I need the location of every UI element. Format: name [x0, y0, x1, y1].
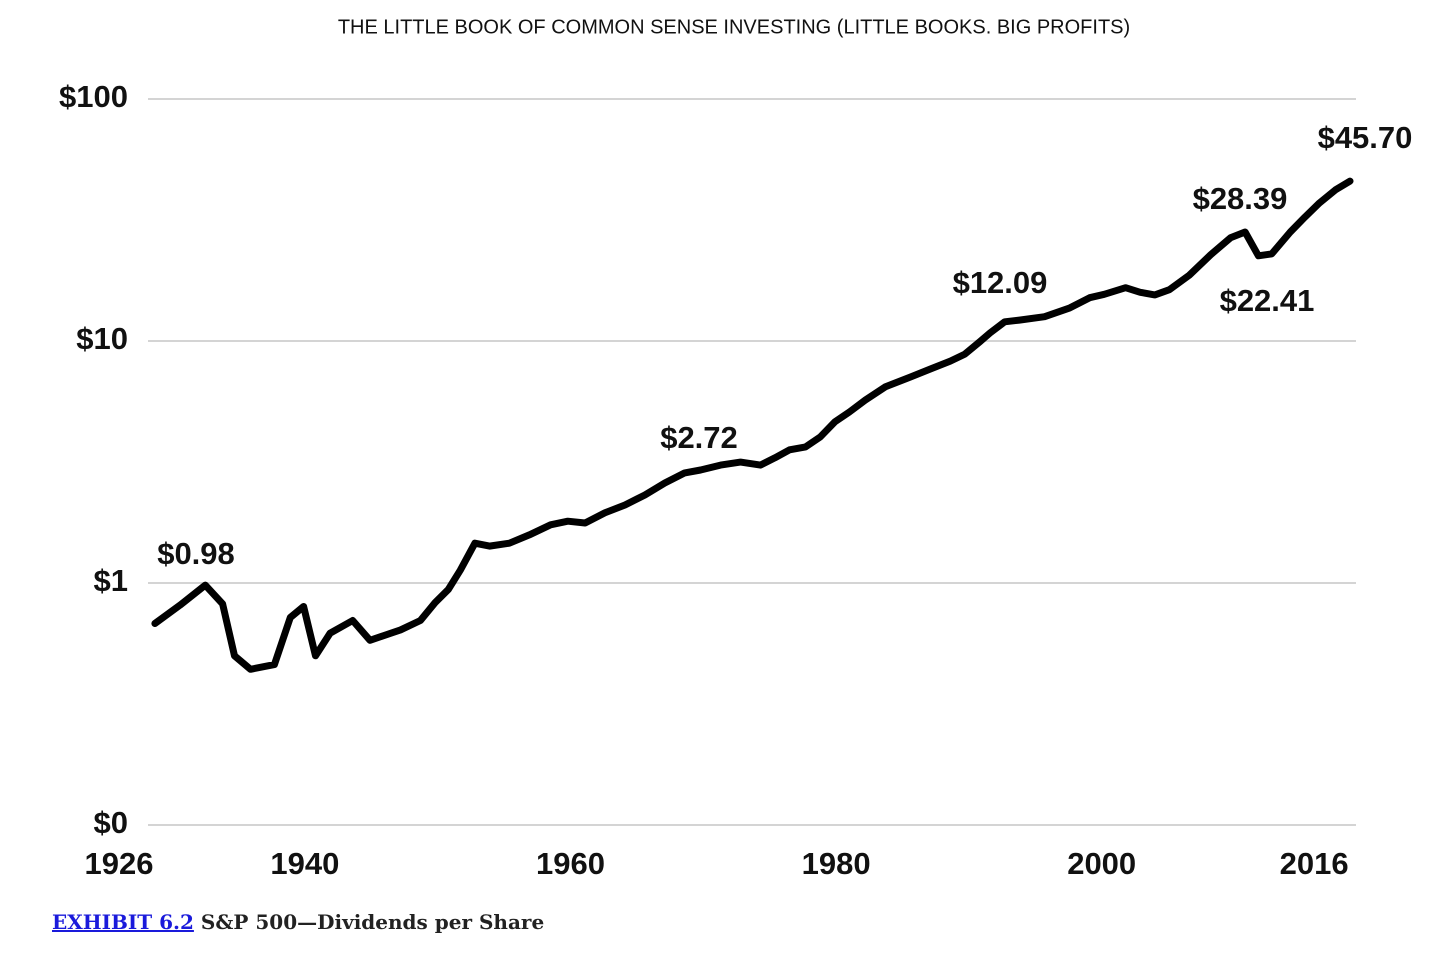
page-title: THE LITTLE BOOK OF COMMON SENSE INVESTIN…	[338, 16, 1130, 38]
x-tick-label: 1926	[85, 846, 154, 881]
annotation: $12.09	[953, 265, 1048, 300]
data-line	[151, 177, 1354, 673]
annotation: $45.70	[1318, 120, 1413, 155]
x-tick-label: 2016	[1280, 846, 1349, 881]
y-tick-label: $1	[94, 563, 128, 598]
chart: THE LITTLE BOOK OF COMMON SENSE INVESTIN…	[59, 16, 1413, 881]
caption-text: S&P 500—Dividends per Share	[200, 910, 545, 934]
annotation: $22.41	[1220, 283, 1315, 318]
annotation: $28.39	[1193, 181, 1288, 216]
y-tick-label: $100	[59, 79, 128, 114]
x-tick-label: 1980	[802, 846, 871, 881]
x-tick-label: 1960	[536, 846, 605, 881]
x-tick-label: 2000	[1067, 846, 1136, 881]
exhibit-link[interactable]: EXHIBIT 6.2	[52, 910, 194, 934]
y-tick-label: $10	[76, 321, 128, 356]
annotation: $2.72	[660, 420, 738, 455]
y-tick-label: $0	[94, 805, 128, 840]
caption: EXHIBIT 6.2 S&P 500—Dividends per Share	[52, 910, 544, 934]
x-tick-label: 1940	[270, 846, 339, 881]
annotation: $0.98	[157, 536, 235, 571]
